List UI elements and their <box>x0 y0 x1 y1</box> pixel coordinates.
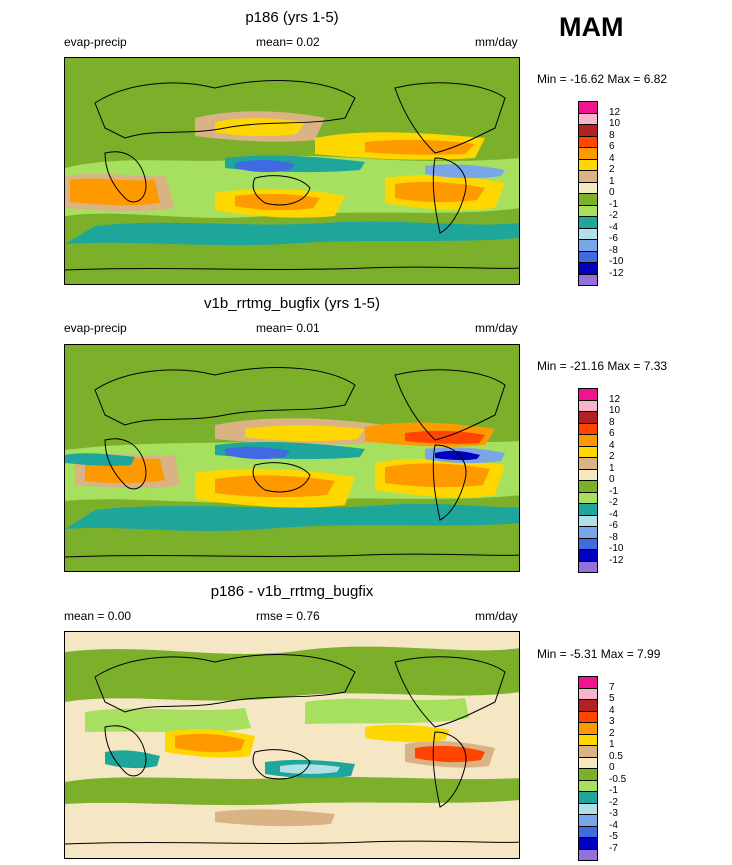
colorbar-label: 1 <box>609 462 615 474</box>
panel-title: p186 - v1b_rrtmg_bugfix <box>210 583 374 600</box>
colorbar-label: 4 <box>609 439 615 451</box>
units-label: mm/day <box>475 609 518 623</box>
colorbar-label: -12 <box>609 554 624 566</box>
panel-title: v1b_rrtmg_bugfix (yrs 1-5) <box>204 295 380 312</box>
map-panel-2 <box>64 344 520 572</box>
colorbar-swatch <box>578 273 598 286</box>
mean-label: mean= 0.01 <box>256 321 320 335</box>
variable-label: evap-precip <box>64 35 127 49</box>
colorbar-label: -10 <box>609 543 624 554</box>
colorbar-swatch <box>578 560 598 573</box>
colorbar-label: -1 <box>609 485 618 497</box>
minmax-label: Min = -16.62 Max = 6.82 <box>537 72 668 86</box>
colorbar-label: 10 <box>609 118 621 129</box>
units-label: mm/day <box>475 35 518 49</box>
colorbar-label: 8 <box>609 129 615 141</box>
colorbar-label: 0.5 <box>609 750 623 762</box>
colorbar-label: 12 <box>609 106 621 118</box>
colorbar-label: 5 <box>609 693 615 704</box>
colorbar-label: 7 <box>609 681 615 693</box>
minmax-label: Min = -21.16 Max = 7.33 <box>537 359 668 373</box>
colorbar-label: -0.5 <box>609 773 627 785</box>
mean-label: mean = 0.00 <box>64 609 132 623</box>
colorbar-label: -1 <box>609 198 618 210</box>
colorbar-label: 0 <box>609 187 615 198</box>
units-label: mm/day <box>475 321 518 335</box>
rmse-label: rmse = 0.76 <box>256 609 320 623</box>
panel-title: p186 (yrs 1-5) <box>245 9 339 26</box>
colorbar-label: 1 <box>609 739 615 750</box>
colorbar-swatch <box>578 848 598 861</box>
colorbar-label: -4 <box>609 819 618 831</box>
colorbar-label: 1 <box>609 175 615 187</box>
colorbar-label: 0 <box>609 762 615 773</box>
colorbar-label: -4 <box>609 508 618 520</box>
minmax-label: Min = -5.31 Max = 7.99 <box>537 647 661 661</box>
colorbar-label: -2 <box>609 796 618 808</box>
season-label: MAM <box>559 12 624 42</box>
colorbar-label: -8 <box>609 531 618 543</box>
mean-label: mean= 0.02 <box>256 35 320 49</box>
colorbar-label: -6 <box>609 233 618 244</box>
colorbar-label: 6 <box>609 141 615 152</box>
colorbar-label: 8 <box>609 416 615 428</box>
colorbar-label: -12 <box>609 267 624 279</box>
colorbar-label: -3 <box>609 808 618 819</box>
colorbar-label: 4 <box>609 704 615 716</box>
colorbar-label: -8 <box>609 244 618 256</box>
colorbar-label: 4 <box>609 152 615 164</box>
colorbar-label: 12 <box>609 393 621 405</box>
colorbar-label: -7 <box>609 842 618 854</box>
colorbar-label: 2 <box>609 727 615 739</box>
colorbar-label: 0 <box>609 474 615 485</box>
colorbar-label: -6 <box>609 520 618 531</box>
variable-label: evap-precip <box>64 321 127 335</box>
colorbar-label: -10 <box>609 256 624 267</box>
map-panel-1 <box>64 57 520 285</box>
colorbar-label: 6 <box>609 428 615 439</box>
colorbar-label: 2 <box>609 164 615 175</box>
colorbar-label: -4 <box>609 221 618 233</box>
colorbar-label: 3 <box>609 716 615 727</box>
colorbar-label: -2 <box>609 497 618 508</box>
colorbar-label: -5 <box>609 831 618 842</box>
colorbar-label: 2 <box>609 451 615 462</box>
colorbar-label: 10 <box>609 405 621 416</box>
map-panel-3 <box>64 631 520 859</box>
colorbar-label: -2 <box>609 210 618 221</box>
colorbar-label: -1 <box>609 785 618 796</box>
